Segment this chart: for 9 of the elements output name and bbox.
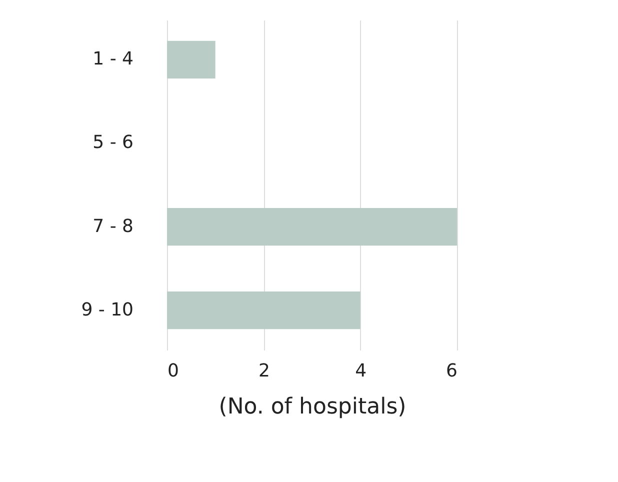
y-tick-label: 1 - 4 xyxy=(92,48,134,70)
x-tick-label: 2 xyxy=(258,360,270,382)
x-axis-title: (No. of hospitals) xyxy=(218,394,406,420)
x-tick-label: 6 xyxy=(446,360,458,382)
y-tick-label: 5 - 6 xyxy=(92,132,134,154)
y-tick-label: 7 - 8 xyxy=(92,216,134,237)
x-tick-label: 4 xyxy=(355,360,367,382)
y-tick-label: 9 - 10 xyxy=(81,299,134,320)
x-tick-label: 0 xyxy=(168,360,179,382)
